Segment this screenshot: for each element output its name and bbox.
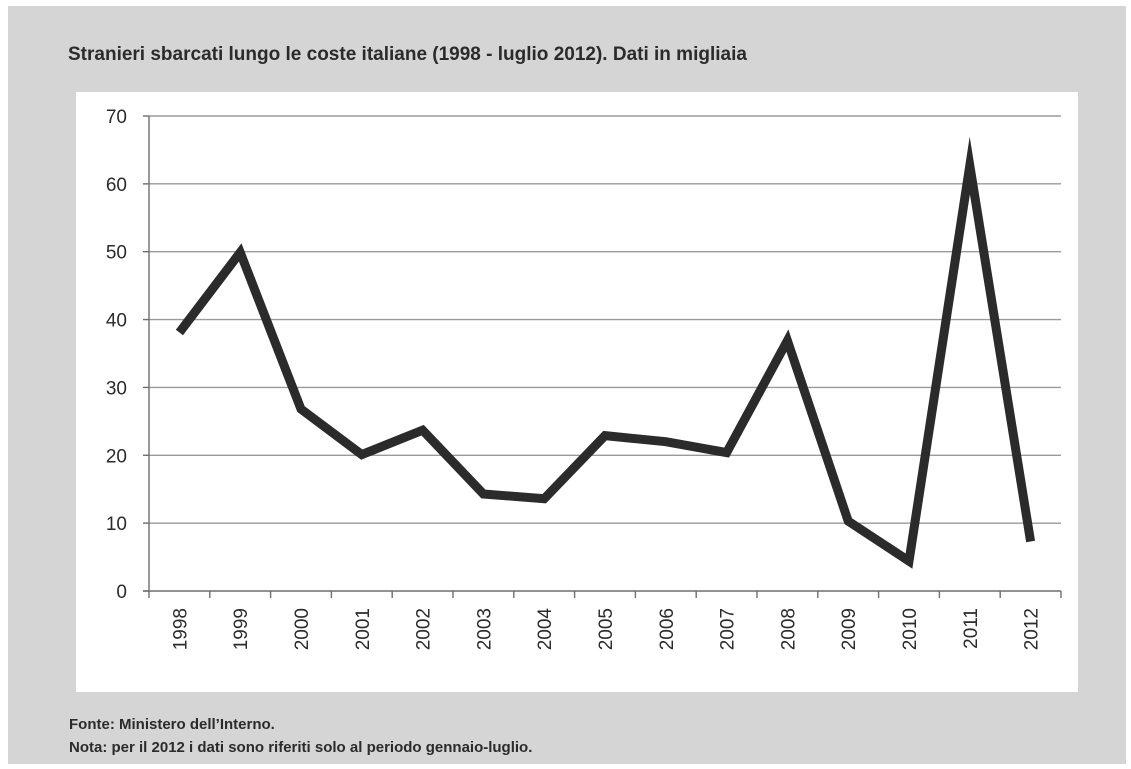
x-tick-label: 2011 [961,608,982,649]
y-tick-label: 10 [106,514,127,535]
y-tick-label: 40 [106,311,127,332]
x-tick-label: 2003 [474,608,495,650]
x-tick-label: 2010 [900,608,921,650]
x-tick-label: 2008 [778,608,799,650]
x-tick-label: 1999 [231,608,252,650]
x-tick-label: 2012 [1022,608,1043,650]
x-tick-label: 2004 [535,608,556,651]
chart-title: Stranieri sbarcati lungo le coste italia… [68,44,747,65]
x-tick-label: 2009 [839,608,860,650]
x-tick-label: 2007 [718,608,739,650]
source-note: Fonte: Ministero dell’Interno. [69,716,275,733]
x-tick-label: 2000 [292,608,313,650]
y-tick-label: 60 [106,175,127,196]
x-tick-label: 2005 [596,608,617,650]
y-tick-label: 30 [106,378,127,399]
y-tick-label: 0 [116,582,127,603]
x-tick-label: 1998 [170,608,191,650]
x-tick-label: 2006 [657,608,678,650]
series-line [175,136,1036,569]
plot-area: 0 10 20 30 40 50 60 70 1998 1999 2000 2001 2002 2003 2… [76,92,1078,692]
figure-frame: Stranieri sbarcati lungo le coste italia… [8,6,1126,764]
x-tick-label: 2001 [353,608,374,650]
y-tick-label: 50 [106,243,127,264]
y-tick-label: 70 [106,107,127,128]
x-tick-label: 2002 [414,608,435,650]
footnote: Nota: per il 2012 i dati sono riferiti s… [69,739,533,756]
line-chart: 0 10 20 30 40 50 60 70 1998 1999 2000 2001 2002 2003 2… [106,107,1062,651]
y-tick-label: 20 [106,446,127,467]
